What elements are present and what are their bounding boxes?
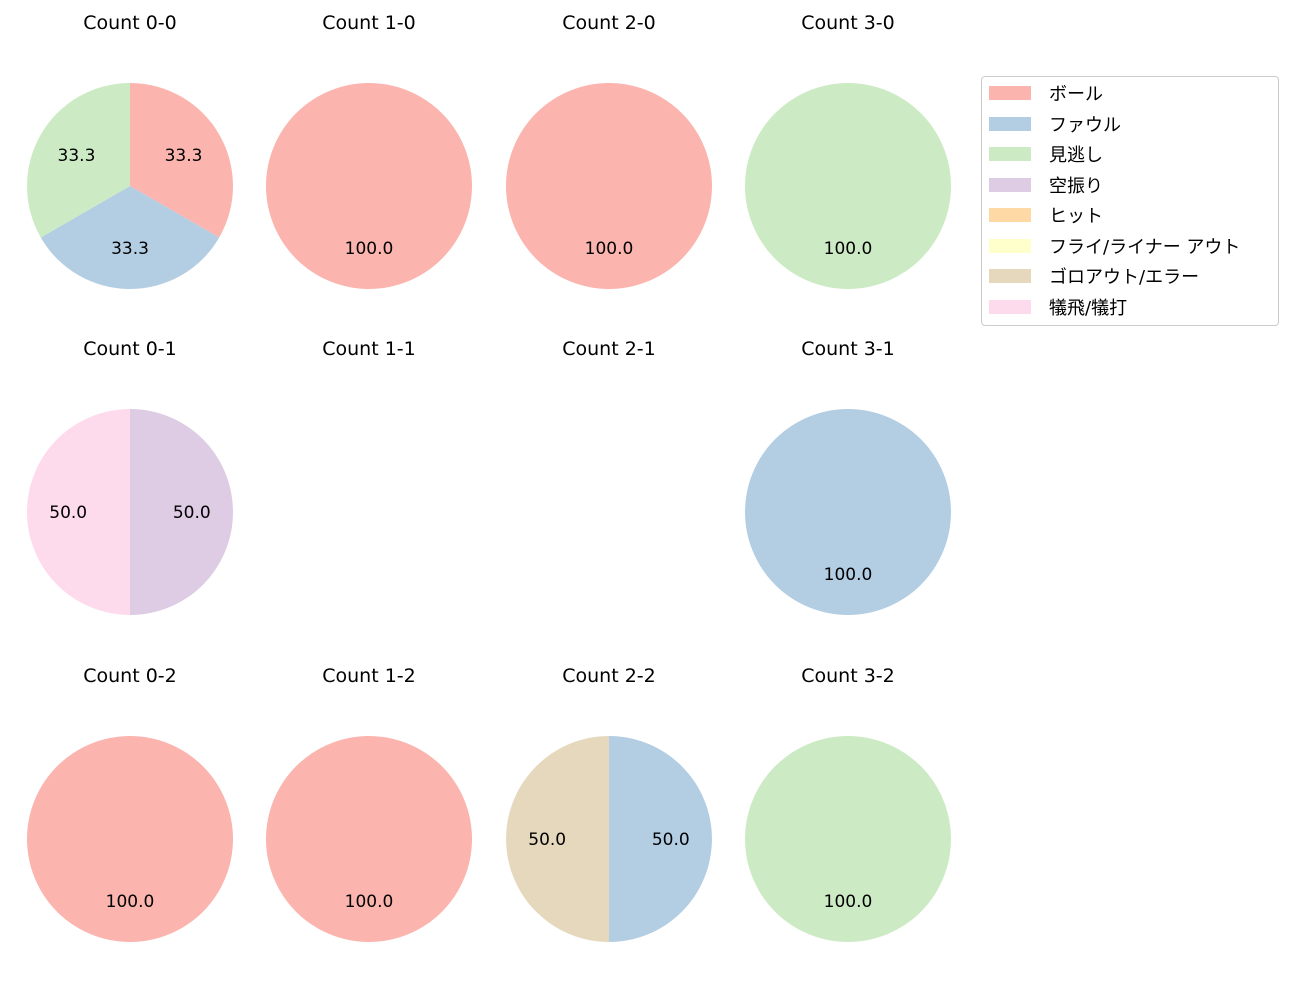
legend-label: 見逃し — [1049, 145, 1103, 166]
slice-value-label: 100.0 — [585, 239, 634, 259]
legend-item: フライ/ライナー アウト — [989, 231, 1240, 261]
pie-slice — [27, 83, 130, 238]
pie-title: Count 3-1 — [801, 338, 895, 360]
pie-slice — [27, 736, 233, 942]
legend-item: ボール — [989, 78, 1103, 108]
slice-value-label: 50.0 — [652, 830, 690, 850]
legend-label: ヒット — [1049, 206, 1103, 227]
slice-value-label: 100.0 — [824, 239, 873, 259]
pie-slice — [266, 83, 472, 289]
pie-title: Count 0-2 — [83, 665, 177, 687]
legend-label: ファウル — [1049, 114, 1121, 136]
pie-title: Count 1-0 — [322, 12, 416, 34]
pie-slice — [745, 409, 951, 615]
pie-count-1-0: Count 1-0 100.0 — [266, 12, 472, 289]
pie-count-0-2: Count 0-2 100.0 — [27, 665, 233, 942]
legend-label: 空振り — [1049, 175, 1103, 197]
pie-count-2-1: Count 2-1 — [562, 338, 656, 360]
pie-count-1-2: Count 1-2 100.0 — [266, 665, 472, 942]
slice-value-label: 100.0 — [345, 892, 394, 912]
pie-title: Count 0-1 — [83, 338, 177, 360]
pie-title: Count 0-0 — [83, 12, 177, 34]
slice-value-label: 100.0 — [106, 892, 155, 912]
pie-title: Count 2-0 — [562, 12, 656, 34]
legend-label: ボール — [1049, 84, 1103, 105]
legend-swatch — [989, 147, 1031, 161]
pie-slice — [40, 186, 220, 289]
legend-item: ゴロアウト/エラー — [989, 261, 1199, 291]
chart-legend: ボールファウル見逃し空振りヒットフライ/ライナー アウト ゴロアウト/エラー 犠飛/… — [981, 76, 1279, 326]
pie-count-0-0: Count 0-0 33.3 33.3 33.3 — [27, 12, 233, 289]
legend-item: ヒット — [989, 200, 1103, 230]
legend-label: 犠飛/犠打 — [1049, 297, 1128, 319]
slice-value-label: 33.3 — [58, 146, 96, 166]
pie-slice — [609, 736, 712, 942]
slice-value-label: 100.0 — [824, 892, 873, 912]
pie-count-0-1: Count 0-1 50.0 50.0 — [27, 338, 233, 615]
pie-slice — [745, 83, 951, 289]
pie-slice — [27, 409, 130, 615]
legend-item: 見逃し — [989, 139, 1103, 169]
pie-title: Count 2-2 — [562, 665, 656, 687]
slice-value-label: 50.0 — [528, 830, 566, 850]
pie-title: Count 2-1 — [562, 338, 656, 360]
slice-value-label: 33.3 — [111, 239, 149, 259]
pie-slice — [130, 83, 233, 238]
pie-slice — [745, 736, 951, 942]
legend-item: 空振り — [989, 170, 1103, 200]
legend-item: ファウル — [989, 109, 1121, 139]
pie-count-3-1: Count 3-1 100.0 — [745, 338, 951, 615]
slice-value-label: 33.3 — [165, 146, 203, 166]
slice-value-label: 100.0 — [345, 239, 394, 259]
pie-slice — [506, 83, 712, 289]
pie-slice — [130, 409, 233, 615]
slice-value-label: 50.0 — [49, 503, 87, 523]
legend-swatch — [989, 238, 1031, 253]
pie-slice — [266, 736, 472, 942]
legend-swatch — [989, 208, 1031, 222]
pie-count-2-2: Count 2-2 50.0 50.0 — [506, 665, 712, 942]
legend-swatch — [989, 177, 1031, 192]
legend-swatch — [989, 86, 1031, 100]
pie-count-3-2: Count 3-2 100.0 — [745, 665, 951, 942]
legend-swatch — [989, 116, 1031, 131]
legend-label: フライ/ライナー アウト — [1049, 236, 1241, 258]
pie-title: Count 3-2 — [801, 665, 895, 687]
pie-slice — [506, 736, 609, 942]
legend-swatch — [989, 269, 1031, 283]
legend-item: 犠飛/犠打 — [989, 292, 1127, 322]
legend-swatch — [989, 299, 1031, 314]
pie-title: Count 1-1 — [322, 338, 416, 360]
legend-label: ゴロアウト/エラー — [1049, 267, 1200, 288]
slice-value-label: 50.0 — [173, 503, 211, 523]
pie-title: Count 1-2 — [322, 665, 416, 687]
pie-count-1-1: Count 1-1 — [322, 338, 416, 360]
pie-count-3-0: Count 3-0 100.0 — [745, 12, 951, 289]
pie-count-2-0: Count 2-0 100.0 — [506, 12, 712, 289]
slice-value-label: 100.0 — [824, 565, 873, 585]
pie-title: Count 3-0 — [801, 12, 895, 34]
